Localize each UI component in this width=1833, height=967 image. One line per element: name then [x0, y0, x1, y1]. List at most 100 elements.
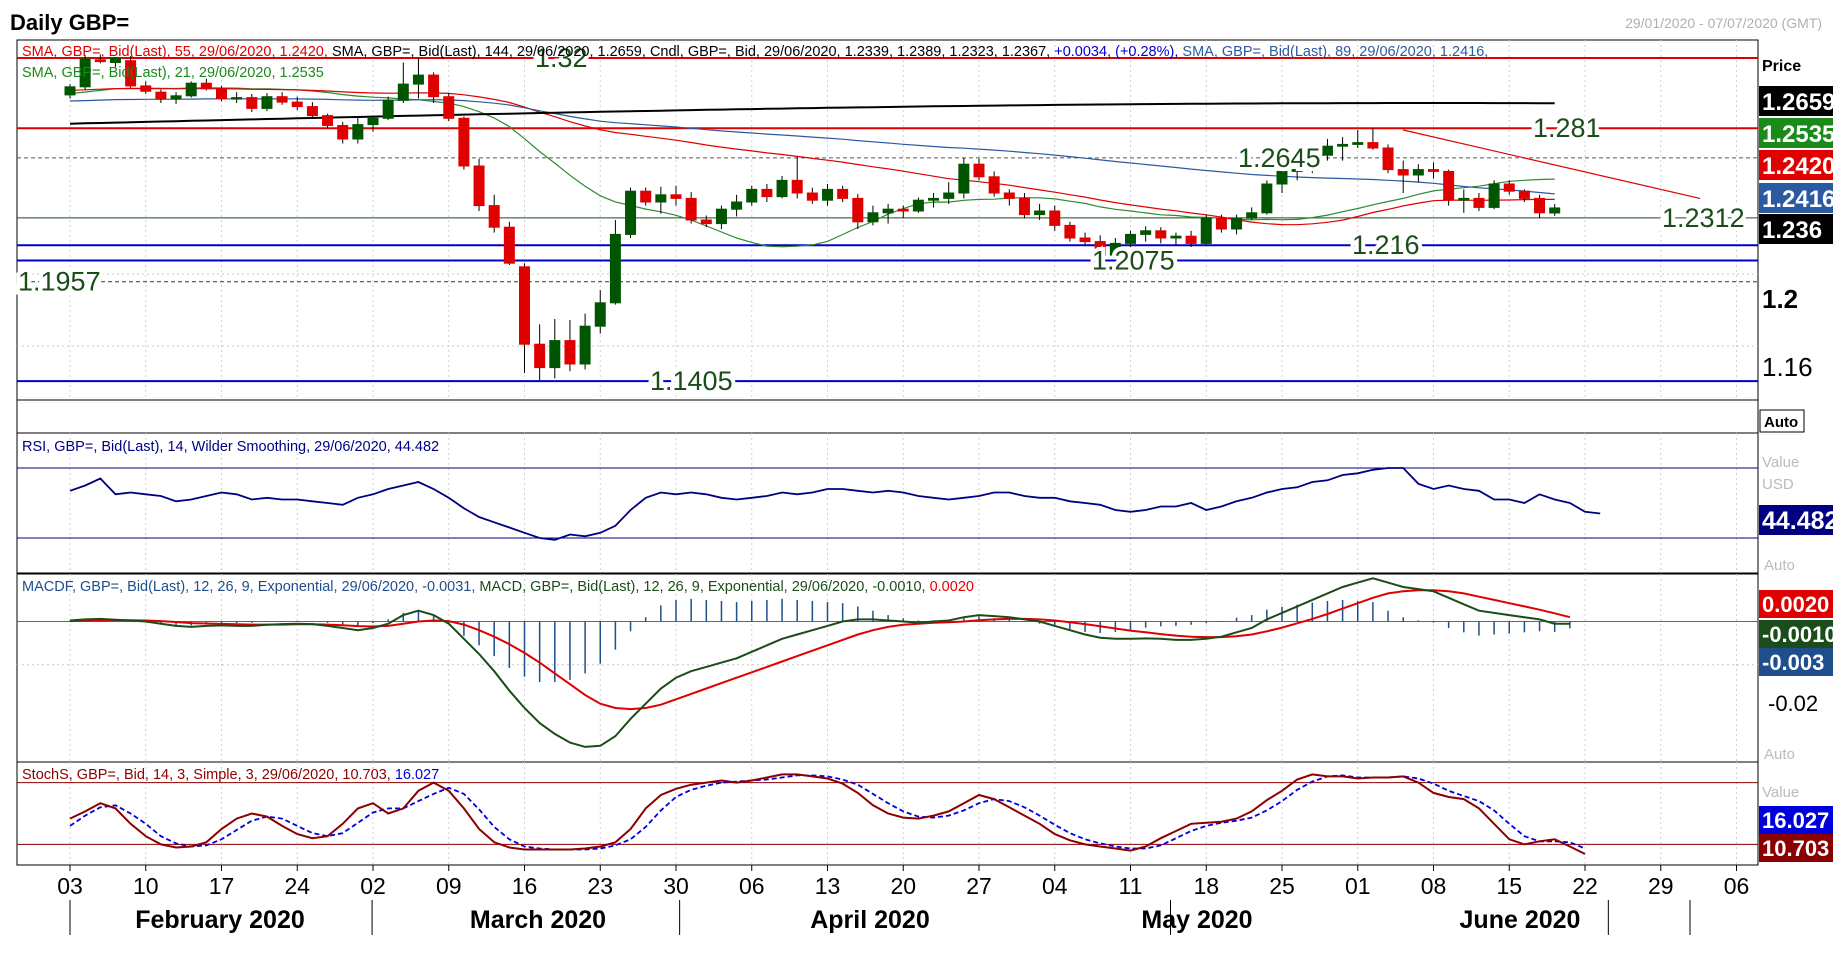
macd-series	[17, 577, 1758, 748]
candle-body	[1518, 190, 1530, 199]
candle-body	[79, 58, 91, 88]
support-resistance-levels	[17, 57, 1758, 383]
candle-body	[1200, 217, 1212, 244]
candle-body	[1549, 207, 1561, 214]
candle-body	[731, 201, 743, 210]
x-month-label: May 2020	[1141, 906, 1252, 934]
macd-line	[69, 577, 1570, 748]
rsi-legend: RSI, GBP=, Bid(Last), 14, Wilder Smoothi…	[22, 439, 439, 455]
level-label-1-1957: 1.1957	[18, 267, 101, 297]
candle-body	[1534, 197, 1546, 214]
stoch-axis-title: Value	[1762, 784, 1799, 801]
candle-body	[1140, 230, 1152, 235]
candle-body	[882, 208, 894, 214]
stoch-badge-bg	[1759, 806, 1833, 834]
macd-badge-text: -0.003	[1762, 650, 1824, 675]
macd-value-badges: 0.0020 -0.0010 -0.003	[1759, 590, 1833, 676]
candle-body	[700, 219, 712, 225]
x-day-label: 03	[57, 873, 83, 899]
candle-body	[1397, 169, 1409, 176]
sma89-line	[69, 98, 1555, 195]
price-badge-text: 1.236	[1762, 217, 1822, 244]
rsi-axis-title: Value	[1762, 454, 1799, 471]
x-day-label: 11	[1119, 873, 1143, 899]
macd-auto-label[interactable]: Auto	[1764, 746, 1795, 763]
candle-body	[791, 179, 803, 194]
candle-body	[549, 340, 561, 369]
level-label-1-216: 1.216	[1352, 230, 1420, 260]
candle-body	[1321, 145, 1333, 156]
candle-body	[1049, 210, 1061, 226]
price-badge-text: 1.2416	[1762, 186, 1833, 213]
legend-change: +0.0034, (+0.28%),	[1054, 44, 1182, 60]
macd-badge-bg	[1759, 590, 1833, 618]
x-month-label: April 2020	[810, 906, 930, 934]
candle-body	[109, 57, 121, 63]
rsi-value-badge	[1759, 505, 1833, 535]
candle-body	[1428, 169, 1439, 172]
candle-body	[912, 199, 924, 212]
candle-body	[837, 188, 849, 199]
price-badge-text: 1.2535	[1762, 121, 1833, 148]
rsi-value-text: 44.482	[1762, 507, 1833, 535]
x-day-label: 06	[1724, 873, 1750, 899]
candle-body	[1261, 183, 1273, 214]
rsi-panel-frame	[16, 432, 1759, 574]
candle-body	[1367, 142, 1379, 149]
x-day-label: 25	[1269, 873, 1295, 899]
candle-body	[503, 226, 515, 264]
macd-tick-label: -0.02	[1768, 691, 1818, 716]
macd-badge-bg	[1759, 648, 1833, 676]
x-day-label: 30	[663, 873, 689, 899]
candle-body	[1003, 192, 1015, 199]
candle-body	[276, 96, 288, 103]
chart-title: Daily GBP=	[10, 10, 129, 35]
candle-body	[397, 83, 409, 101]
candle-body	[1276, 170, 1288, 185]
stoch-series	[17, 773, 1758, 855]
candle-body	[928, 197, 940, 201]
stoch-badge-bg	[1759, 834, 1833, 862]
price-badge-text: 1.2659	[1762, 89, 1833, 116]
price-badge-text: 1.2420	[1762, 153, 1833, 180]
x-axis: 03 10 17 24 02 09 16 23 30 06 13 20 27 04 11 18 25 01 08 15…	[17, 864, 1758, 935]
macd-panel-frame	[16, 573, 1759, 763]
candle-body	[822, 188, 833, 201]
candle-body	[1125, 233, 1136, 244]
candle-body	[382, 99, 394, 119]
candle-body	[412, 74, 424, 85]
x-day-label: 09	[436, 873, 462, 899]
stoch-legend: StochS, GBP=, Bid, 14, 3, Simple, 3, 29/…	[22, 767, 439, 783]
candle-body	[458, 117, 470, 167]
price-auto-button[interactable]	[1759, 409, 1805, 433]
candle-body	[1443, 170, 1455, 201]
level-label-1-2312: 1.2312	[1662, 203, 1745, 233]
candle-body	[1488, 183, 1500, 208]
macd-badge-text: 0.0020	[1762, 592, 1829, 617]
price-auto-label: Auto	[1764, 414, 1798, 431]
stoch-k-line	[69, 773, 1586, 855]
candle-body	[140, 85, 152, 92]
candle-body	[1094, 241, 1106, 256]
candle-body	[1458, 197, 1470, 201]
candle-body	[806, 192, 818, 201]
price-axis-title: Price	[1762, 58, 1801, 75]
x-day-label: 23	[587, 873, 613, 899]
candlesticks	[64, 54, 1561, 381]
x-day-label: 04	[1042, 873, 1068, 899]
macdf-legend: MACDF, GBP=, Bid(Last), 12, 26, 9, Expon…	[22, 579, 479, 595]
rsi-auto-label[interactable]: Auto	[1764, 557, 1795, 574]
x-day-label: 18	[1193, 873, 1219, 899]
candle-body	[1170, 235, 1182, 239]
candle-body	[988, 176, 1000, 194]
x-day-label: 16	[512, 873, 538, 899]
x-day-label: 15	[1496, 873, 1522, 899]
candle-body	[746, 188, 758, 203]
level-label-1-2075: 1.2075	[1092, 246, 1175, 276]
candle-body	[776, 179, 788, 198]
candle-body	[1352, 142, 1364, 145]
candle-body	[852, 197, 864, 223]
candle-body	[867, 212, 879, 223]
candle-body	[655, 194, 667, 203]
